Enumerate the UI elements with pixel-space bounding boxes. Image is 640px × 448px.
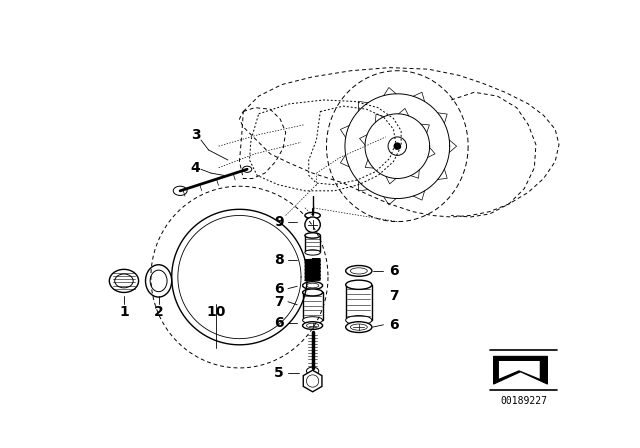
Ellipse shape [307,367,319,375]
Polygon shape [303,370,322,392]
Ellipse shape [346,315,372,325]
Bar [305,236,320,252]
Text: 8: 8 [274,253,284,267]
Ellipse shape [305,233,320,238]
Text: 2: 2 [154,305,163,319]
Text: 7: 7 [274,295,284,309]
Text: 00189227: 00189227 [500,396,547,406]
Ellipse shape [350,268,367,274]
Text: 6: 6 [274,316,284,330]
Ellipse shape [303,322,323,329]
Ellipse shape [350,324,367,330]
Text: 6: 6 [388,264,398,278]
Ellipse shape [109,269,139,293]
Ellipse shape [305,212,320,219]
Ellipse shape [303,317,323,323]
Ellipse shape [173,186,187,195]
Ellipse shape [115,274,133,288]
Ellipse shape [346,322,372,332]
Ellipse shape [303,289,323,296]
Text: 7: 7 [388,289,398,303]
Ellipse shape [150,270,167,292]
Ellipse shape [346,266,372,276]
Text: 4: 4 [191,161,200,175]
Text: 1: 1 [119,305,129,319]
Bar [303,293,323,320]
Bar [346,285,372,320]
Ellipse shape [145,265,172,297]
Text: 10: 10 [207,305,226,319]
Text: 3: 3 [191,128,200,142]
Circle shape [305,217,320,233]
Circle shape [394,143,401,149]
Ellipse shape [303,282,323,289]
Text: 5: 5 [274,366,284,380]
Ellipse shape [307,283,319,288]
Text: 6: 6 [274,282,284,296]
Ellipse shape [243,166,252,172]
Ellipse shape [305,250,320,255]
Text: 6: 6 [388,318,398,332]
Ellipse shape [307,323,319,328]
Text: 9: 9 [274,215,284,228]
Polygon shape [499,361,540,379]
Polygon shape [493,356,547,384]
Ellipse shape [346,280,372,289]
